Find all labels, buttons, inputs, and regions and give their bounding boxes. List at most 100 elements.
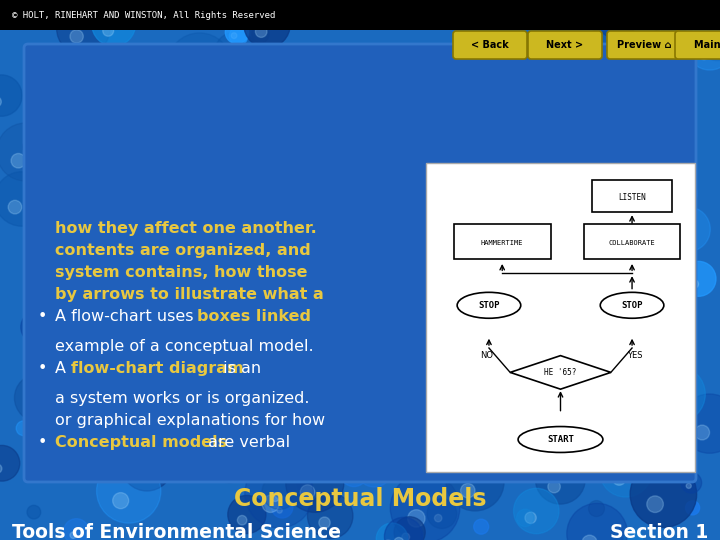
Circle shape [502,225,518,241]
Circle shape [582,535,597,540]
Circle shape [565,379,582,396]
Circle shape [413,328,478,394]
Circle shape [66,404,79,418]
Circle shape [365,470,374,479]
Circle shape [701,28,720,60]
Circle shape [196,416,263,482]
Circle shape [474,519,489,534]
Circle shape [262,495,279,512]
Circle shape [294,201,304,212]
Circle shape [153,155,212,214]
Circle shape [590,55,601,67]
Circle shape [566,295,575,303]
Circle shape [361,275,389,303]
Circle shape [628,97,654,123]
Circle shape [427,499,456,529]
Circle shape [366,126,420,180]
Circle shape [486,191,550,255]
Circle shape [407,340,420,354]
Circle shape [280,270,287,276]
Circle shape [613,472,626,485]
Circle shape [70,532,76,538]
Circle shape [567,503,627,540]
Circle shape [536,130,583,178]
Text: Section 1: Section 1 [610,523,708,540]
FancyBboxPatch shape [675,31,720,59]
Circle shape [138,103,194,159]
Circle shape [161,437,171,447]
Circle shape [582,301,608,327]
Circle shape [238,516,247,525]
Circle shape [91,2,135,46]
Circle shape [138,377,162,402]
Circle shape [274,258,298,281]
Circle shape [184,67,199,83]
FancyBboxPatch shape [584,224,680,259]
Circle shape [0,97,1,107]
Circle shape [284,180,324,221]
Circle shape [328,144,336,152]
Circle shape [574,249,589,265]
Circle shape [163,202,171,210]
Circle shape [0,172,49,226]
Text: system contains, how those: system contains, how those [55,265,307,280]
Circle shape [451,174,507,230]
Circle shape [658,21,694,57]
Circle shape [246,96,289,138]
Circle shape [233,292,240,300]
Circle shape [342,71,393,123]
Circle shape [709,45,717,53]
Circle shape [32,267,89,325]
Circle shape [228,495,266,534]
Text: < Back: < Back [471,40,509,50]
Circle shape [390,473,460,540]
Circle shape [592,18,599,25]
Circle shape [102,213,119,230]
Circle shape [652,91,658,98]
Circle shape [16,421,31,436]
Circle shape [577,201,595,218]
Circle shape [113,414,125,426]
Circle shape [473,364,485,377]
Circle shape [152,132,166,146]
Circle shape [586,225,603,241]
Circle shape [472,0,516,22]
Circle shape [340,459,368,487]
Circle shape [634,111,641,117]
Circle shape [548,156,559,167]
Circle shape [667,39,676,49]
Circle shape [271,492,279,502]
Circle shape [122,379,188,445]
Circle shape [315,150,325,160]
Circle shape [331,338,389,396]
Circle shape [351,338,363,350]
Circle shape [260,417,265,423]
Circle shape [408,226,431,249]
Text: •: • [38,435,48,450]
Circle shape [698,48,710,59]
Circle shape [654,440,669,455]
Circle shape [596,0,637,39]
Text: STOP: STOP [621,301,643,310]
Circle shape [410,393,420,403]
Circle shape [138,414,155,430]
Circle shape [116,212,168,265]
Circle shape [173,198,187,212]
Circle shape [559,218,619,278]
Circle shape [346,252,357,262]
Circle shape [46,184,52,190]
Circle shape [91,275,100,284]
Circle shape [507,103,539,135]
Circle shape [53,71,66,84]
Circle shape [424,305,436,317]
Circle shape [531,362,540,372]
Circle shape [321,165,358,202]
Circle shape [543,318,611,386]
Circle shape [14,374,62,422]
FancyBboxPatch shape [454,224,551,259]
Circle shape [558,277,592,311]
FancyBboxPatch shape [592,180,672,212]
Circle shape [256,26,267,37]
Circle shape [86,86,94,93]
Circle shape [143,406,194,457]
